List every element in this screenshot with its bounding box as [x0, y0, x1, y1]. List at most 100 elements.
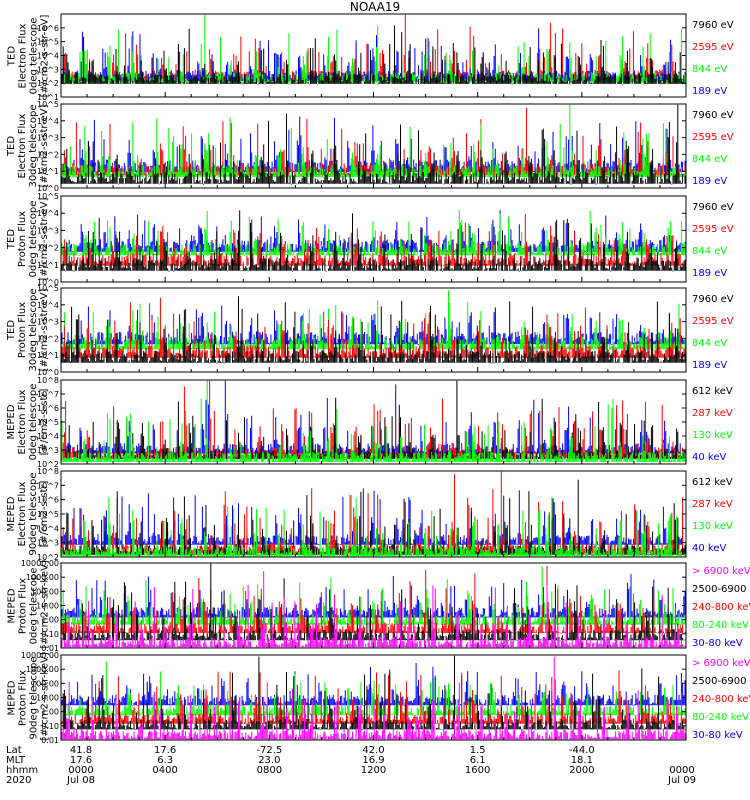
y-axis-label: MEPED Electron Flux 0deg telescope [#/cm2-s… [6, 380, 54, 464]
y-tick-label: 10^0 [37, 184, 59, 193]
y-axis-label-line: 90deg telescope [28, 655, 39, 740]
y-tick-label: 10^8 [37, 467, 59, 476]
x-tick-lat: -44.0 [568, 745, 595, 756]
y-tick-label: 10^5 [37, 418, 59, 427]
y-tick-label: 10^5 [37, 284, 59, 293]
y-axis-label-line: [#/cm2-s-str-eV] [39, 288, 50, 372]
y-axis-label-line: 0deg telescope [28, 17, 39, 94]
y-axis-label-line: 30deg telescope [28, 288, 39, 372]
y-tick-label: 100.00 [31, 587, 59, 596]
x-axis-row-label: MLT [6, 755, 25, 766]
legend-entry: 612 keV [692, 477, 733, 488]
legend-entry: 189 eV [692, 268, 728, 279]
y-tick-label: 10000.00 [21, 559, 59, 568]
legend-entry: 130 keV [692, 430, 733, 441]
x-axis-row-label: Lat [6, 745, 22, 756]
series-trace-6-4 [61, 488, 686, 546]
x-tick-hhmm: 2000 [569, 765, 595, 776]
y-tick-label: 10^2 [37, 334, 59, 343]
x-tick-lat: 41.8 [69, 745, 93, 756]
x-tick-lat: 1.5 [469, 745, 486, 756]
panel-2: 10^0 10^1 10^2 10^3 10^4 10^5 [37, 100, 687, 193]
y-axis-label-line: [#/cm2-s-str] [39, 480, 50, 548]
legend-entry: 80-240 keV [692, 620, 750, 631]
x-tick-mlt: 17.6 [69, 755, 93, 766]
series-trace-8-3 [61, 670, 686, 725]
panel-frame [60, 13, 687, 98]
y-tick-label: 10^3 [37, 134, 59, 143]
y-tick-label: 10^5 [37, 192, 59, 201]
legend-entry: 7960 eV [692, 110, 734, 121]
series-trace-1-1 [61, 25, 686, 85]
legend-entry: 30-80 keV [692, 730, 743, 741]
y-axis-label: MEPED Proton Flux 90deg telescope [#/cm2-s-… [6, 652, 54, 740]
y-tick-label: 10^4 [37, 432, 59, 441]
y-tick-label: 100.00 [31, 679, 59, 688]
x-tick-lat: 42.0 [362, 745, 385, 756]
y-tick-label: 10^0 [37, 368, 59, 377]
y-tick-label: 10^4 [37, 117, 59, 126]
legend-entry: 844 eV [692, 246, 728, 257]
series-trace-5-3 [61, 380, 686, 463]
y-tick-label: 10^1 [37, 261, 59, 270]
series-trace-4-1 [61, 296, 686, 364]
y-axis-label-line: [#/cm2-s-str-eV] [39, 197, 50, 281]
chart-title: NOAA19 [349, 0, 401, 14]
y-tick-label: 1.00 [41, 616, 59, 625]
y-axis-label: TED Electron Flux 0deg telescope [#/cm2-s-s… [6, 14, 54, 97]
legend-entry: 240-800 keV [692, 694, 750, 705]
y-axis-label: MEPED Electron Flux 90deg telescope [#/cm2-… [6, 471, 54, 557]
series-trace-8-4 [61, 661, 686, 716]
x-tick-hhmm: 0000 [669, 765, 695, 776]
legend-entry: 2595 eV [692, 42, 734, 53]
legend-entry: 287 keV [692, 499, 733, 510]
panel-6: 10^2 10^3 10^4 10^5 10^6 10^7 10^8 [37, 467, 687, 562]
legend-entry: 844 eV [692, 338, 728, 349]
y-tick-label: 10^4 [37, 301, 59, 310]
y-tick-label: 0.10 [41, 630, 59, 639]
series-trace-1-3 [61, 14, 686, 84]
series-trace-3-1 [61, 210, 686, 272]
legend-entry: 40 keV [692, 543, 727, 554]
y-tick-label: 10.00 [36, 694, 59, 703]
x-tick-hhmm: 1200 [360, 765, 387, 776]
y-axis-label-line: Proton Flux [17, 210, 28, 268]
y-tick-label: 10^2 [37, 460, 59, 469]
y-axis-label-line: Electron Flux [17, 481, 28, 547]
y-tick-label: 10^3 [37, 226, 59, 235]
y-axis-label-line: Proton Flux [17, 669, 28, 726]
y-tick-label: 1000.00 [26, 665, 59, 674]
y-axis-label-line: Electron Flux [17, 23, 28, 88]
y-axis-label-line: MEPED [6, 496, 17, 532]
y-axis-label-line: MEPED [6, 404, 17, 440]
x-tick-mlt: 16.9 [362, 755, 385, 766]
x-tick-mlt: 6.1 [469, 755, 486, 766]
legend-entry: 844 eV [692, 154, 728, 165]
legend-entry: 189 eV [692, 86, 728, 97]
panel-7: 0.01 0.10 1.00 10.00 100.00 1000.00 10000.00 [21, 559, 687, 653]
y-tick-label: 10^2 [37, 553, 59, 562]
y-tick-label: 0.01 [41, 736, 59, 745]
y-tick-label: 10^0 [37, 278, 59, 287]
y-axis-label-line: MEPED [6, 680, 17, 715]
y-axis-label-line: TED [6, 319, 17, 341]
y-axis-label-line: Electron Flux [17, 113, 28, 179]
panel-5: 10^2 10^3 10^4 10^5 10^6 10^7 10^8 [37, 376, 687, 469]
y-tick-label: 10^6 [37, 496, 59, 505]
x-tick-hhmm: 1600 [464, 765, 491, 776]
legend-entry: 612 keV [692, 386, 733, 397]
y-axis-label-line: [#/cm2-s-str-eV] [39, 14, 50, 97]
x-tick-mlt: 18.1 [570, 755, 593, 766]
y-axis-label-line: Electron Flux [17, 389, 28, 455]
y-axis-label: TED Electron Flux 30deg telescope [#/cm2-s-… [6, 104, 54, 188]
y-tick-label: 0.01 [41, 644, 59, 653]
legend-entry: 30-80 keV [692, 638, 743, 649]
y-axis-label-line: 90deg telescope [28, 472, 39, 556]
y-axis-label-line: [#/cm2-s-str-keV] [39, 559, 50, 648]
legend-entry: 7960 eV [692, 202, 734, 213]
y-tick-label: 10000.00 [21, 651, 59, 660]
y-tick-label: 10^2 [37, 79, 59, 88]
x-tick-lat: 17.6 [154, 745, 177, 756]
y-axis-label: MEPED Proton Flux 0deg telescope [#/cm2-s-s… [6, 559, 54, 648]
